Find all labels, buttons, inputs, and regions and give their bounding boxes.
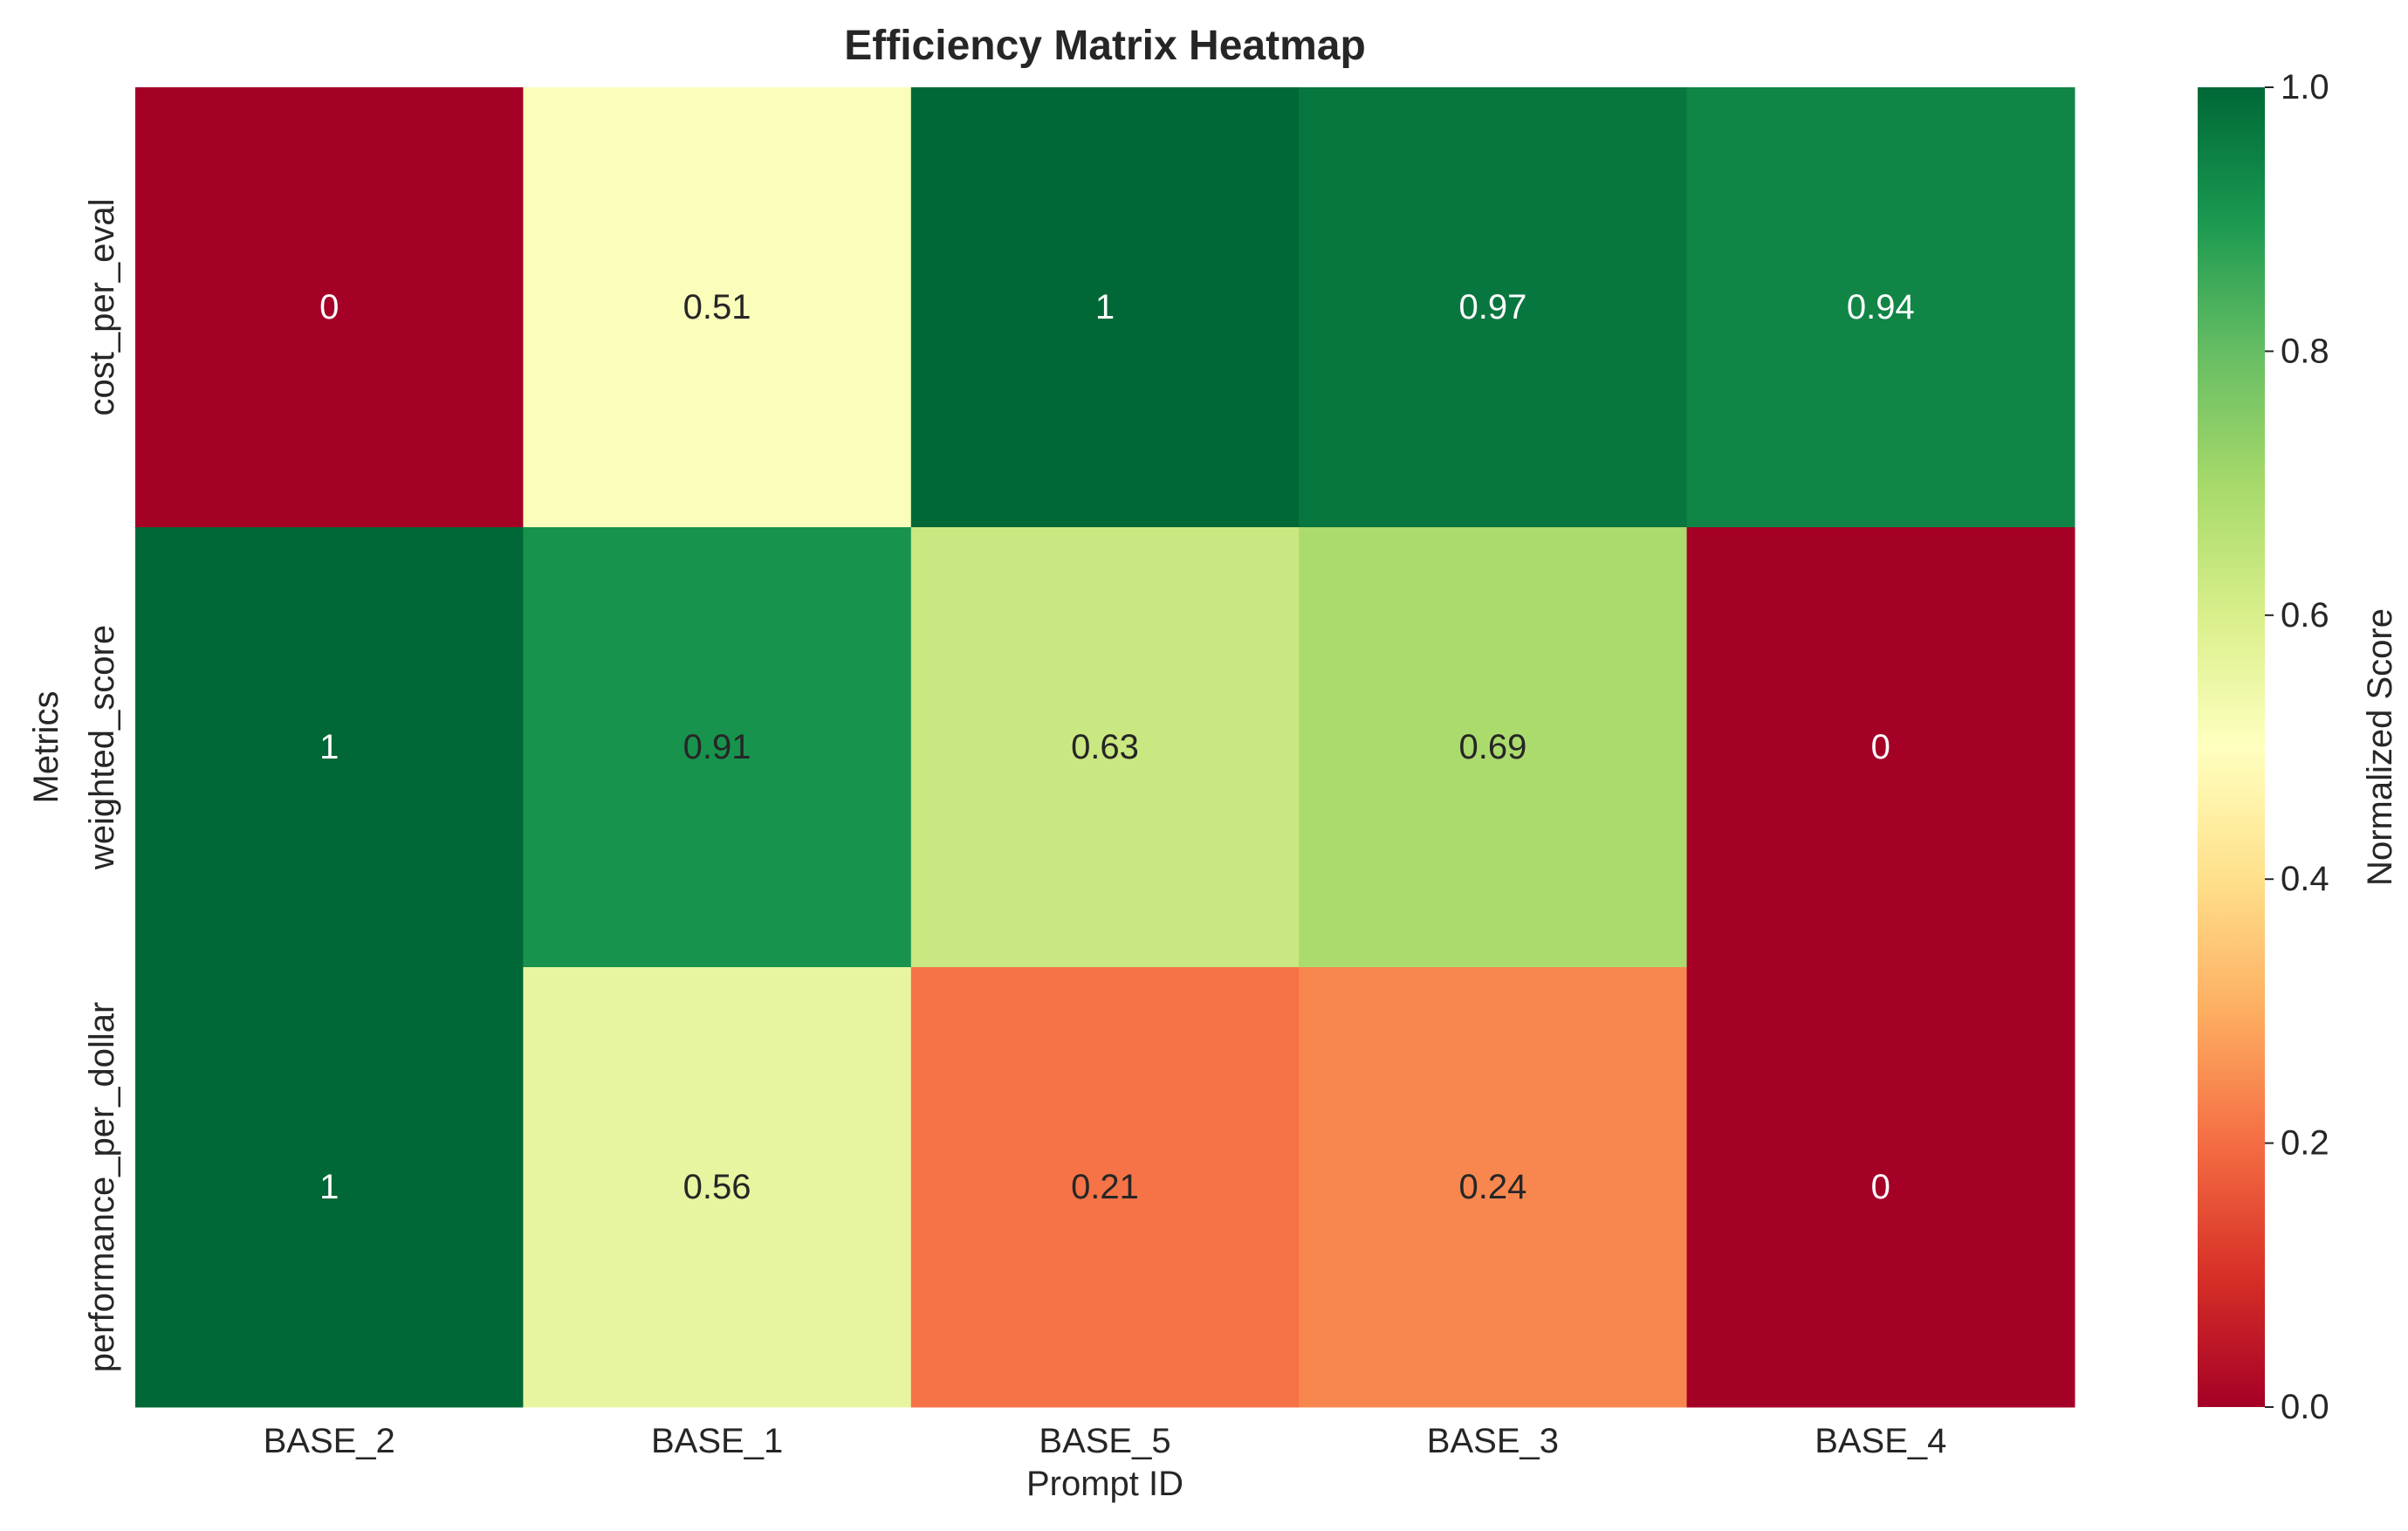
heatmap-cell-labels: 0 0.51 1 0.97 0.94 1 0.91 0.63 0.69 0 1 0.56 0.21 0.2… [319, 288, 1915, 1206]
x-tick-label: BASE_1 [651, 1422, 783, 1460]
heatmap-cell [1299, 967, 1688, 1408]
y-tick-label: performance_per_dollar [83, 1002, 121, 1373]
x-tick-label: BASE_5 [1039, 1422, 1170, 1460]
x-tick-label: BASE_3 [1427, 1422, 1559, 1460]
heatmap-cell [1299, 527, 1688, 968]
heatmap-cell [1686, 87, 2075, 528]
heatmap-cell [910, 87, 1300, 528]
cell-value-label: 1 [319, 728, 339, 766]
cell-value-label: 0 [319, 288, 339, 326]
colorbar-tick-label: 0.2 [2281, 1124, 2329, 1163]
heatmap-cell [1299, 87, 1688, 528]
y-tick-label: cost_per_eval [83, 198, 121, 415]
heatmap-cell [135, 967, 524, 1408]
colorbar-tick-label: 0.8 [2281, 332, 2329, 370]
colorbar-label: Normalized Score [2361, 608, 2399, 886]
x-tick-label: BASE_2 [264, 1422, 395, 1460]
cell-value-label: 1 [1095, 288, 1115, 326]
heatmap-cell [910, 527, 1300, 968]
y-tick-label: weighted_score [83, 625, 121, 870]
cell-value-label: 0.94 [1847, 288, 1915, 326]
cell-value-label: 0.97 [1458, 288, 1526, 326]
heatmap-cell [135, 87, 524, 528]
heatmap-cells [135, 87, 2075, 1408]
cell-value-label: 0 [1871, 1168, 1890, 1206]
heatmap-cell [135, 527, 524, 968]
colorbar-tick-label: 0.4 [2281, 860, 2329, 898]
x-axis-label: Prompt ID [1026, 1465, 1183, 1503]
colorbar-tick-label: 1.0 [2281, 68, 2329, 106]
cell-value-label: 0.56 [683, 1168, 751, 1206]
chart-title: Efficiency Matrix Heatmap [844, 23, 1366, 69]
heatmap-cell [523, 967, 912, 1408]
y-tick-labels: cost_per_eval weighted_score performance_p… [83, 198, 121, 1372]
x-tick-label: BASE_4 [1815, 1422, 1946, 1460]
heatmap-cell [523, 527, 912, 968]
heatmap-cell [910, 967, 1300, 1408]
cell-value-label: 1 [319, 1168, 339, 1206]
cell-value-label: 0.91 [683, 728, 751, 766]
cell-value-label: 0.51 [683, 288, 751, 326]
x-tick-labels: BASE_2 BASE_1 BASE_5 BASE_3 BASE_4 [264, 1422, 1947, 1460]
heatmap-cell [1686, 967, 2075, 1408]
cell-value-label: 0.69 [1458, 728, 1526, 766]
cell-value-label: 0.63 [1071, 728, 1139, 766]
colorbar [2198, 87, 2265, 1407]
heatmap-cell [1686, 527, 2075, 968]
colorbar-tick-label: 0.0 [2281, 1388, 2329, 1426]
cell-value-label: 0 [1871, 728, 1890, 766]
colorbar-ticks: 0.0 0.2 0.4 0.6 0.8 1.0 [2265, 68, 2329, 1426]
colorbar-tick-label: 0.6 [2281, 596, 2329, 635]
cell-value-label: 0.24 [1458, 1168, 1526, 1206]
cell-value-label: 0.21 [1071, 1168, 1139, 1206]
y-axis-label: Metrics [27, 691, 65, 804]
heatmap-cell [523, 87, 912, 528]
